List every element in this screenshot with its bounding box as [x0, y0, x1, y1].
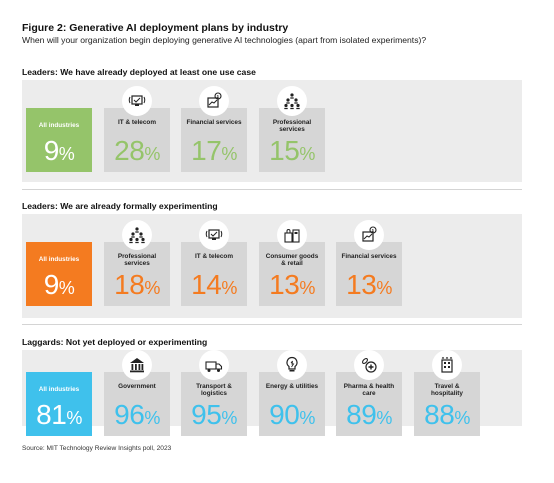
industry-card: Professional services 15% — [259, 108, 325, 172]
industry-card: Pharma & health care 89% — [336, 372, 402, 436]
value-number: 89 — [346, 399, 377, 430]
government-building-icon — [122, 350, 152, 380]
industry-label: Energy & utilities — [265, 383, 319, 390]
percentage-value: 18% — [104, 270, 170, 303]
percent-sign: % — [376, 408, 392, 428]
finance-chart-icon: $ — [354, 220, 384, 250]
percent-sign: % — [299, 278, 315, 298]
industry-card: IT & telecom 14% — [181, 242, 247, 306]
value-number: 9 — [43, 269, 60, 300]
svg-text:$: $ — [217, 94, 220, 99]
percent-sign: % — [221, 278, 237, 298]
value-number: 17 — [191, 135, 222, 166]
industry-label: Financial services — [341, 253, 397, 260]
industry-label: Professional services — [117, 253, 157, 268]
percentage-value: 17% — [181, 136, 247, 169]
all-industries-card: All industries 9% — [26, 242, 92, 306]
percentage-value: 90% — [259, 400, 325, 433]
percentage-value: 13% — [259, 270, 325, 303]
value-number: 14 — [191, 269, 222, 300]
value-number: 13 — [346, 269, 377, 300]
section-heading: Laggards: Not yet deployed or experiment… — [22, 337, 208, 347]
percent-sign: % — [58, 278, 75, 298]
percent-sign: % — [144, 278, 160, 298]
section-heading: Leaders: We have already deployed at lea… — [22, 67, 256, 77]
industry-card: Government 96% — [104, 372, 170, 436]
medical-cross-icon — [354, 350, 384, 380]
percent-sign: % — [299, 144, 315, 164]
industry-label: All industries — [38, 256, 80, 263]
figure-title: Figure 2: Generative AI deployment plans… — [22, 22, 289, 34]
value-number: 96 — [114, 399, 145, 430]
value-number: 90 — [269, 399, 300, 430]
people-group-icon — [277, 86, 307, 116]
industry-card: Energy & utilities 90% — [259, 372, 325, 436]
percent-sign: % — [221, 144, 237, 164]
percentage-value: 13% — [336, 270, 402, 303]
percentage-value: 81% — [26, 400, 92, 433]
section-divider — [22, 189, 522, 190]
industry-card: Professional services 18% — [104, 242, 170, 306]
percentage-value: 15% — [259, 136, 325, 169]
shopping-icon — [277, 220, 307, 250]
percentage-value: 95% — [181, 400, 247, 433]
percentage-value: 14% — [181, 270, 247, 303]
section-heading: Leaders: We are already formally experim… — [22, 201, 218, 211]
section-divider — [22, 324, 522, 325]
industry-card: Consumer goods & retail 13% — [259, 242, 325, 306]
percent-sign: % — [221, 408, 237, 428]
all-industries-card: All industries 81% — [26, 372, 92, 436]
value-number: 13 — [269, 269, 300, 300]
percent-sign: % — [66, 408, 82, 428]
industry-label: Transport & logistics — [196, 383, 232, 398]
industry-label: IT & telecom — [195, 253, 233, 260]
percentage-value: 28% — [104, 136, 170, 169]
people-group-icon — [122, 220, 152, 250]
industry-card: Travel & hospitality 88% — [414, 372, 480, 436]
percent-sign: % — [454, 408, 470, 428]
value-number: 95 — [191, 399, 222, 430]
percentage-value: 89% — [336, 400, 402, 433]
industry-label: All industries — [38, 386, 80, 393]
percent-sign: % — [144, 408, 160, 428]
all-industries-card: All industries 9% — [26, 108, 92, 172]
percentage-value: 96% — [104, 400, 170, 433]
value-number: 28 — [114, 135, 145, 166]
industry-label: All industries — [38, 122, 80, 129]
truck-icon — [199, 350, 229, 380]
value-number: 88 — [424, 399, 455, 430]
source-note: Source: MIT Technology Review Insights p… — [22, 445, 172, 452]
percent-sign: % — [144, 144, 160, 164]
industry-card: Financial services 17% — [181, 108, 247, 172]
percent-sign: % — [376, 278, 392, 298]
industry-label: Pharma & health care — [343, 383, 395, 398]
computer-signal-icon — [122, 86, 152, 116]
hotel-icon — [432, 350, 462, 380]
svg-text:$: $ — [372, 228, 375, 233]
figure-subtitle: When will your organization begin deploy… — [22, 35, 427, 45]
industry-label: Consumer goods & retail — [265, 253, 319, 268]
industry-label: Financial services — [186, 119, 242, 126]
finance-chart-icon: $ — [199, 86, 229, 116]
value-number: 18 — [114, 269, 145, 300]
percent-sign: % — [58, 144, 75, 164]
industry-label: Travel & hospitality — [431, 383, 463, 398]
lightbulb-icon — [277, 350, 307, 380]
value-number: 9 — [43, 135, 60, 166]
computer-signal-icon — [199, 220, 229, 250]
percentage-value: 9% — [26, 136, 92, 169]
value-number: 15 — [269, 135, 300, 166]
industry-label: IT & telecom — [118, 119, 156, 126]
percentage-value: 88% — [414, 400, 480, 433]
industry-card: Transport & logistics 95% — [181, 372, 247, 436]
value-number: 81 — [36, 399, 67, 430]
percent-sign: % — [299, 408, 315, 428]
percentage-value: 9% — [26, 270, 92, 303]
industry-label: Professional services — [272, 119, 312, 134]
industry-card: Financial services 13% — [336, 242, 402, 306]
industry-card: IT & telecom 28% — [104, 108, 170, 172]
industry-label: Government — [118, 383, 156, 390]
